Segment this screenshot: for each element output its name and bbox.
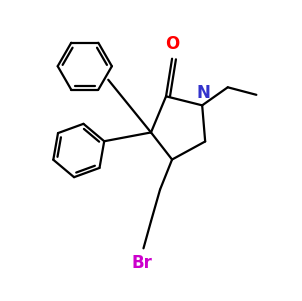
Text: N: N xyxy=(197,84,210,102)
Text: Br: Br xyxy=(132,254,153,272)
Text: O: O xyxy=(165,35,179,53)
